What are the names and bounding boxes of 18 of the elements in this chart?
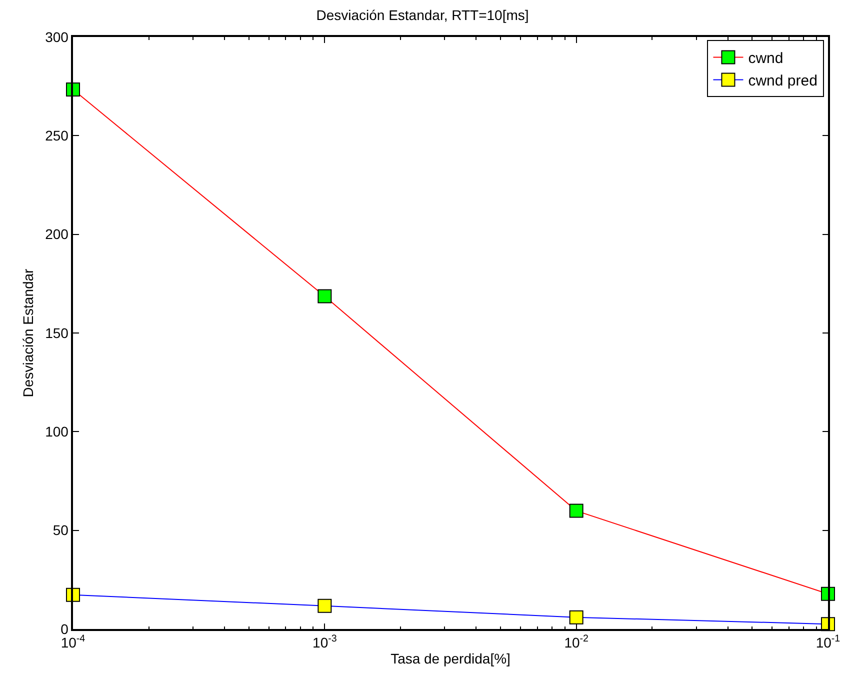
x-tick-label: 10$^{-3}$ <box>312 634 338 651</box>
chart-title: Desviación Estandar, RTT=10[ms] <box>316 7 529 24</box>
y-tick-label: 250 <box>45 128 69 144</box>
point <box>318 289 332 304</box>
y-tick-label: 300 <box>45 28 69 45</box>
x-axis-title: Tasa de perdida[%] <box>390 650 510 666</box>
point <box>318 598 332 613</box>
legend-label: cwnd pred <box>748 72 818 90</box>
y-axis-title: Desviación Estandar <box>20 268 36 398</box>
y-tick-label: 200 <box>45 226 69 242</box>
y-tick-label: 50 <box>52 522 69 538</box>
y-tick-label: 150 <box>45 324 69 341</box>
y-tick-label: 100 <box>45 424 69 440</box>
x-tick-label: 10$^{-1}$ <box>816 634 840 651</box>
legend-label: cwnd <box>748 50 784 68</box>
point <box>569 504 584 518</box>
point <box>569 610 584 624</box>
x-tick-label: 10$^{-2}$ <box>564 634 588 651</box>
